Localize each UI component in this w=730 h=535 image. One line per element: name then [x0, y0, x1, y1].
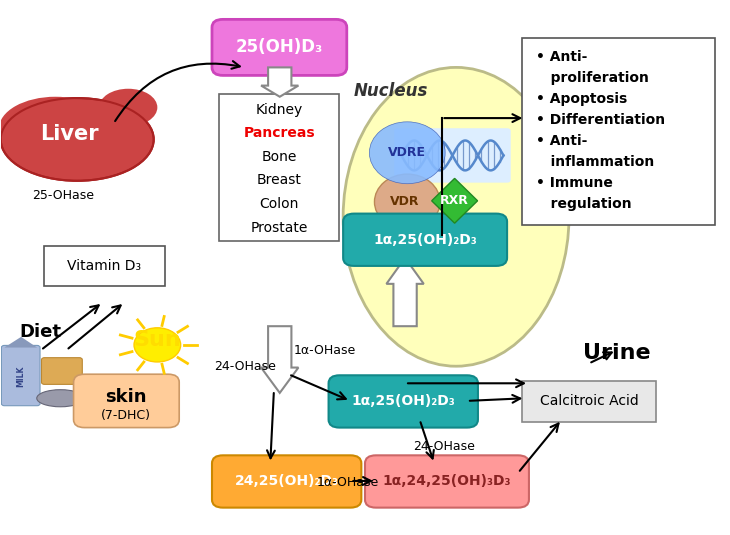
Text: Urine: Urine	[583, 343, 650, 363]
Ellipse shape	[0, 97, 112, 161]
Text: Kidney: Kidney	[255, 103, 303, 117]
Ellipse shape	[374, 174, 440, 230]
FancyBboxPatch shape	[212, 455, 361, 508]
Text: regulation: regulation	[537, 197, 632, 211]
Ellipse shape	[343, 67, 569, 366]
Text: VDR: VDR	[391, 195, 420, 208]
Text: • Immune: • Immune	[537, 176, 613, 190]
Text: inflammation: inflammation	[537, 155, 655, 169]
Text: VDRE: VDRE	[388, 146, 426, 159]
Text: Nucleus: Nucleus	[353, 82, 428, 101]
Text: 25-OHase: 25-OHase	[31, 189, 93, 202]
Ellipse shape	[369, 122, 445, 184]
Text: (7-DHC): (7-DHC)	[101, 409, 151, 422]
Text: skin: skin	[105, 388, 147, 406]
Text: Bone: Bone	[261, 150, 297, 164]
FancyBboxPatch shape	[212, 19, 347, 75]
Text: 25(OH)D₃: 25(OH)D₃	[236, 39, 323, 56]
Circle shape	[134, 328, 180, 362]
Text: • Apoptosis: • Apoptosis	[537, 92, 628, 106]
FancyBboxPatch shape	[1, 346, 40, 406]
Text: 24-OHase: 24-OHase	[412, 440, 475, 453]
Text: 1α,25(OH)₂D₃: 1α,25(OH)₂D₃	[373, 233, 477, 247]
FancyBboxPatch shape	[522, 38, 715, 225]
Polygon shape	[431, 178, 477, 223]
Ellipse shape	[99, 89, 158, 126]
Text: 1α,25(OH)₂D₃: 1α,25(OH)₂D₃	[351, 394, 455, 408]
FancyBboxPatch shape	[365, 455, 529, 508]
Text: 1α,24,25(OH)₃D₃: 1α,24,25(OH)₃D₃	[383, 475, 511, 488]
Ellipse shape	[36, 389, 84, 407]
FancyArrow shape	[386, 258, 423, 326]
Text: 1α-OHase: 1α-OHase	[293, 343, 356, 357]
FancyBboxPatch shape	[74, 374, 179, 427]
Text: MILK: MILK	[17, 365, 26, 386]
Text: Calcitroic Acid: Calcitroic Acid	[539, 394, 639, 408]
FancyBboxPatch shape	[45, 246, 165, 286]
Polygon shape	[4, 337, 37, 348]
Text: • Anti-: • Anti-	[537, 50, 588, 64]
Ellipse shape	[1, 98, 154, 181]
FancyBboxPatch shape	[219, 94, 339, 241]
Polygon shape	[82, 393, 92, 403]
FancyBboxPatch shape	[394, 128, 511, 182]
FancyBboxPatch shape	[522, 380, 656, 422]
Text: Vitamin D₃: Vitamin D₃	[67, 259, 142, 273]
FancyArrow shape	[261, 326, 299, 393]
Text: Diet: Diet	[20, 323, 62, 341]
Text: 24,25(OH)₂D₃: 24,25(OH)₂D₃	[234, 475, 339, 488]
Text: Liver: Liver	[41, 124, 99, 144]
Text: • Differentiation: • Differentiation	[537, 113, 665, 127]
FancyBboxPatch shape	[343, 213, 507, 266]
Text: Breast: Breast	[257, 173, 301, 187]
Text: 24-OHase: 24-OHase	[214, 360, 276, 373]
Text: • Anti-: • Anti-	[537, 134, 588, 148]
Text: RXR: RXR	[440, 194, 469, 207]
Text: Sun: Sun	[134, 330, 181, 349]
Text: Colon: Colon	[260, 197, 299, 211]
FancyArrow shape	[261, 67, 299, 97]
Text: Prostate: Prostate	[250, 220, 308, 234]
FancyBboxPatch shape	[328, 375, 478, 427]
Text: proliferation: proliferation	[537, 71, 649, 85]
Text: 1α-OHase: 1α-OHase	[316, 476, 379, 488]
FancyBboxPatch shape	[42, 358, 82, 384]
Text: Pancreas: Pancreas	[244, 126, 315, 140]
